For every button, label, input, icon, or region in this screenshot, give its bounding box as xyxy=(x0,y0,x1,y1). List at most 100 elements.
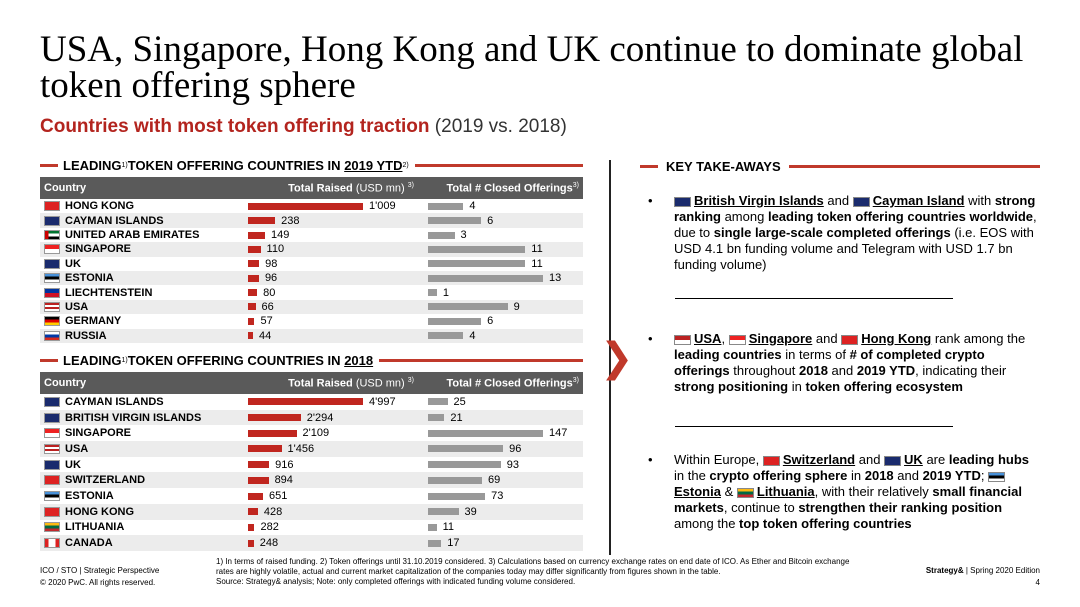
raised-value-label: 4'997 xyxy=(369,395,396,408)
vg-flag-icon xyxy=(44,412,60,423)
us-flag-icon xyxy=(44,302,60,313)
table-2018: Country Total Raised (USD mn) 3) Total #… xyxy=(40,372,583,551)
table-row: UK 916 93 xyxy=(40,456,583,473)
offerings-bar xyxy=(428,492,486,500)
page-title: USA, Singapore, Hong Kong and UK continu… xyxy=(40,29,1024,106)
uk-flag-icon xyxy=(44,459,60,470)
raised-value-label: 110 xyxy=(266,243,285,256)
takeaway-3: • Within Europe, Switzerland and UK are … xyxy=(648,452,1030,531)
takeaway-1: • British Virgin Islands and Cayman Isla… xyxy=(648,193,1037,272)
offerings-bar xyxy=(428,245,526,253)
footer-notes: 1) In terms of raised funding. 2) Token … xyxy=(216,557,850,586)
raised-value-label: 2'294 xyxy=(306,411,334,424)
table-row: ESTONIA 651 73 xyxy=(40,488,583,504)
raised-value-label: 916 xyxy=(275,458,294,471)
offerings-value-label: 11 xyxy=(442,521,455,534)
sg-flag-icon xyxy=(728,334,746,345)
country-name: CANADA xyxy=(65,537,113,550)
col-offerings: Total # Closed Offerings3) xyxy=(446,181,579,195)
country-name: ESTONIA xyxy=(65,272,114,285)
offerings-bar xyxy=(428,274,543,282)
offerings-value-label: 6 xyxy=(487,214,494,227)
section-heading-2018: LEADING 1) TOKEN OFFERING COUNTRIES IN 20… xyxy=(40,352,583,368)
offerings-bar xyxy=(428,317,482,325)
raised-bar xyxy=(248,523,255,531)
ca-flag-icon xyxy=(44,538,60,549)
country-name: LIECHTENSTEIN xyxy=(65,286,153,299)
vertical-divider xyxy=(609,160,611,555)
raised-value-label: 894 xyxy=(274,474,293,487)
raised-bar xyxy=(248,476,269,484)
country-name: USA xyxy=(65,442,89,455)
raised-bar xyxy=(248,260,260,268)
offerings-bar xyxy=(428,523,437,531)
country-name: BRITISH VIRGIN ISLANDS xyxy=(65,411,202,424)
col-country: Country xyxy=(44,377,87,389)
table-row: ESTONIA 96 13 xyxy=(40,270,583,286)
country-name: SINGAPORE xyxy=(65,243,132,256)
country-name: HONG KONG xyxy=(65,505,135,518)
offerings-value-label: 147 xyxy=(549,427,568,440)
ru-flag-icon xyxy=(44,330,60,341)
offerings-value-label: 3 xyxy=(460,229,467,242)
chevron-right-icon: ❯ xyxy=(600,335,634,381)
raised-value-label: 44 xyxy=(259,329,272,342)
offerings-bar xyxy=(428,303,508,311)
ee-flag-icon xyxy=(44,491,60,502)
country-name: UNITED ARAB EMIRATES xyxy=(65,228,200,241)
offerings-bar xyxy=(428,476,482,484)
li-flag-icon xyxy=(44,287,60,298)
footer-left: ICO / STO | Strategic Perspective © 2020… xyxy=(40,566,160,587)
table-row: LIECHTENSTEIN 80 1 xyxy=(40,285,583,300)
lt-flag-icon xyxy=(44,522,60,533)
raised-bar xyxy=(248,539,254,547)
table-row: BRITISH VIRGIN ISLANDS 2'294 21 xyxy=(40,409,583,426)
uk-flag-icon xyxy=(44,258,60,269)
takeaways-heading: KEY TAKE-AWAYS xyxy=(640,158,1040,174)
offerings-bar xyxy=(428,539,442,547)
table-row: CAYMAN ISLANDS 4'997 25 xyxy=(40,394,583,410)
raised-value-label: 57 xyxy=(260,315,273,328)
country-name: ESTONIA xyxy=(65,489,114,502)
raised-bar xyxy=(248,398,363,406)
country-name: CAYMAN ISLANDS xyxy=(65,395,164,408)
offerings-value-label: 9 xyxy=(513,300,520,313)
table-row: RUSSIA 44 4 xyxy=(40,328,583,343)
uk-flag-icon xyxy=(884,455,902,466)
sg-flag-icon xyxy=(44,428,60,439)
vg-flag-icon xyxy=(674,196,691,207)
raised-bar xyxy=(248,231,265,239)
section-heading-2019: LEADING 1) TOKEN OFFERING COUNTRIES IN 20… xyxy=(40,157,583,173)
offerings-value-label: 69 xyxy=(487,474,501,487)
table-row: CAYMAN ISLANDS 238 6 xyxy=(40,213,583,228)
table-2019: Country Total Raised (USD mn) 3) Total #… xyxy=(40,177,583,343)
raised-bar xyxy=(248,317,255,325)
raised-value-label: 96 xyxy=(264,272,278,285)
offerings-value-label: 39 xyxy=(464,505,477,518)
raised-value-label: 248 xyxy=(259,537,279,550)
takeaway-2: • USA, Singapore and Hong Kong rank amon… xyxy=(648,331,1026,394)
separator-line xyxy=(675,298,953,299)
col-raised: Total Raised (USD mn) 3) xyxy=(288,376,414,390)
hk-flag-icon xyxy=(841,334,859,345)
country-name: UK xyxy=(65,257,81,270)
offerings-value-label: 4 xyxy=(469,329,476,342)
table-row: USA 66 9 xyxy=(40,299,583,315)
offerings-value-label: 11 xyxy=(531,257,543,270)
offerings-value-label: 73 xyxy=(491,490,504,503)
raised-value-label: 2'109 xyxy=(302,427,330,440)
country-name: GERMANY xyxy=(65,315,122,328)
subtitle-years: (2019 vs. 2018) xyxy=(434,116,567,137)
offerings-bar xyxy=(428,231,455,239)
table-row: HONG KONG 1'009 4 xyxy=(40,199,583,214)
table-row: SINGAPORE 110 11 xyxy=(40,242,583,257)
country-name: UK xyxy=(65,458,81,471)
col-country: Country xyxy=(44,182,87,194)
lt-flag-icon xyxy=(736,487,754,498)
offerings-bar xyxy=(428,461,501,469)
table-row: HONG KONG 428 39 xyxy=(40,503,583,520)
offerings-value-label: 6 xyxy=(487,315,494,328)
sg-flag-icon xyxy=(44,244,60,255)
offerings-value-label: 13 xyxy=(549,272,562,285)
raised-bar xyxy=(248,289,258,297)
